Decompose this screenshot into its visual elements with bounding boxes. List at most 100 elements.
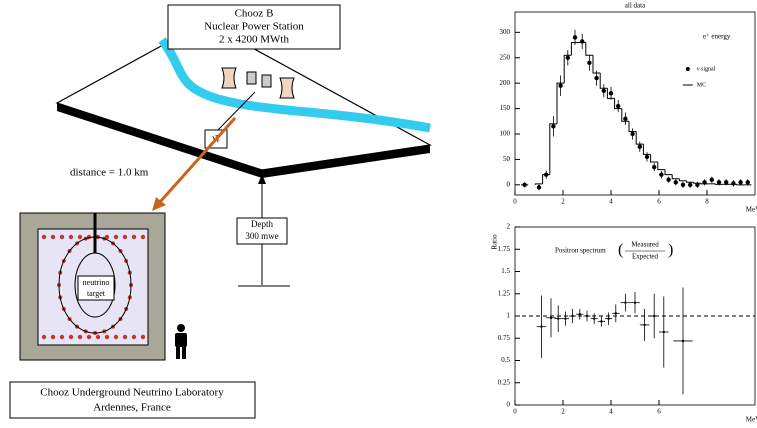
pmt xyxy=(41,234,47,240)
cooling-tower xyxy=(221,67,237,89)
mc-step xyxy=(621,108,629,122)
data-point xyxy=(716,180,722,185)
x-tick-label: 0 xyxy=(513,198,517,206)
pmt xyxy=(59,234,65,240)
y-tick-label: 50 xyxy=(503,155,511,163)
data-point xyxy=(731,181,736,186)
depth-text: 300 mwe xyxy=(245,231,278,241)
mc-step xyxy=(549,123,557,175)
mc-step xyxy=(628,121,637,132)
pmt xyxy=(113,334,119,340)
pmt xyxy=(68,234,74,240)
data-point xyxy=(558,83,563,88)
lab-text: Ardennes, France xyxy=(93,402,171,414)
pmt xyxy=(140,234,146,240)
station-text: Nuclear Power Station xyxy=(204,21,304,33)
mc-step xyxy=(563,54,572,84)
data-point xyxy=(614,312,617,315)
pmt xyxy=(59,334,65,340)
pmt xyxy=(140,334,146,340)
data-point xyxy=(551,124,556,129)
y-tick-label: 0.75 xyxy=(498,334,511,342)
person xyxy=(175,324,187,359)
mc-step xyxy=(736,184,745,186)
data-point xyxy=(549,316,553,319)
reactor xyxy=(261,74,272,88)
data-point xyxy=(637,144,642,149)
data-point xyxy=(572,35,578,40)
pointer xyxy=(217,91,256,131)
y-tick-label: 1.75 xyxy=(498,245,511,253)
x-tick-label: 8 xyxy=(705,198,709,206)
x-tick-label: 4 xyxy=(609,198,613,206)
data-point xyxy=(624,301,627,304)
pmt xyxy=(50,334,56,340)
target-box xyxy=(77,275,115,301)
paren: ( xyxy=(618,242,623,259)
data-point xyxy=(681,339,685,343)
data-point xyxy=(652,164,657,170)
y-tick-label: 300 xyxy=(500,28,511,36)
data-point xyxy=(585,314,589,318)
data-point xyxy=(540,325,543,328)
pmt xyxy=(68,334,74,340)
data-point xyxy=(593,317,596,320)
data-point xyxy=(623,116,628,121)
y-tick-label: 2 xyxy=(507,223,511,231)
mc-step xyxy=(642,144,651,155)
data-point xyxy=(601,88,606,93)
pmt xyxy=(77,234,83,240)
data-point xyxy=(608,91,614,96)
arrow-head xyxy=(258,174,266,184)
data-point xyxy=(600,320,603,323)
pmt xyxy=(86,334,92,340)
pmt xyxy=(77,334,83,340)
fraction-bottom: Expected xyxy=(632,253,659,261)
data-point xyxy=(594,75,599,81)
plot-frame xyxy=(514,11,756,196)
data-point xyxy=(644,154,650,160)
mc-step xyxy=(534,183,543,185)
pmt xyxy=(104,334,110,340)
data-point xyxy=(688,182,693,188)
data-point xyxy=(630,131,635,137)
x-axis-label: MeV xyxy=(746,416,757,424)
data-point xyxy=(724,180,729,185)
y-tick-label: 1.25 xyxy=(498,289,511,297)
x-tick-label: 2 xyxy=(561,408,565,416)
mc-step xyxy=(614,98,622,110)
y-tick-label: 250 xyxy=(500,53,511,61)
pmt xyxy=(131,334,137,340)
arrow-head xyxy=(152,197,166,211)
target-text: neutrino xyxy=(83,278,110,287)
mc-step xyxy=(693,182,701,184)
annotation: Positron spectrum xyxy=(555,247,606,255)
x-tick-label: 2 xyxy=(561,198,565,206)
mc-step xyxy=(599,73,608,89)
distance-label: distance = 1.0 km xyxy=(70,167,149,179)
legend-label: ν signal xyxy=(697,66,716,72)
plate xyxy=(55,21,432,171)
paren: ) xyxy=(668,242,673,259)
reactor xyxy=(246,71,257,85)
data-point xyxy=(564,317,567,320)
y-axis-label: Ratio xyxy=(491,234,499,250)
data-point xyxy=(580,39,585,44)
pmt xyxy=(122,334,128,340)
y-tick-label: 1 xyxy=(507,312,511,320)
data-point xyxy=(633,301,637,304)
pmt xyxy=(41,334,47,340)
data-point xyxy=(578,313,581,316)
river xyxy=(158,37,431,133)
target-text: target xyxy=(87,289,106,298)
mc-step xyxy=(650,154,658,163)
x-tick-label: 4 xyxy=(609,408,613,416)
mc-step xyxy=(678,178,687,182)
pmt xyxy=(131,234,137,240)
x-axis-label: MeV xyxy=(746,206,757,214)
data-point xyxy=(571,314,574,318)
data-point xyxy=(709,177,714,182)
depth-box xyxy=(236,217,288,245)
station-box xyxy=(167,4,341,50)
y-tick-label: 150 xyxy=(500,104,511,112)
